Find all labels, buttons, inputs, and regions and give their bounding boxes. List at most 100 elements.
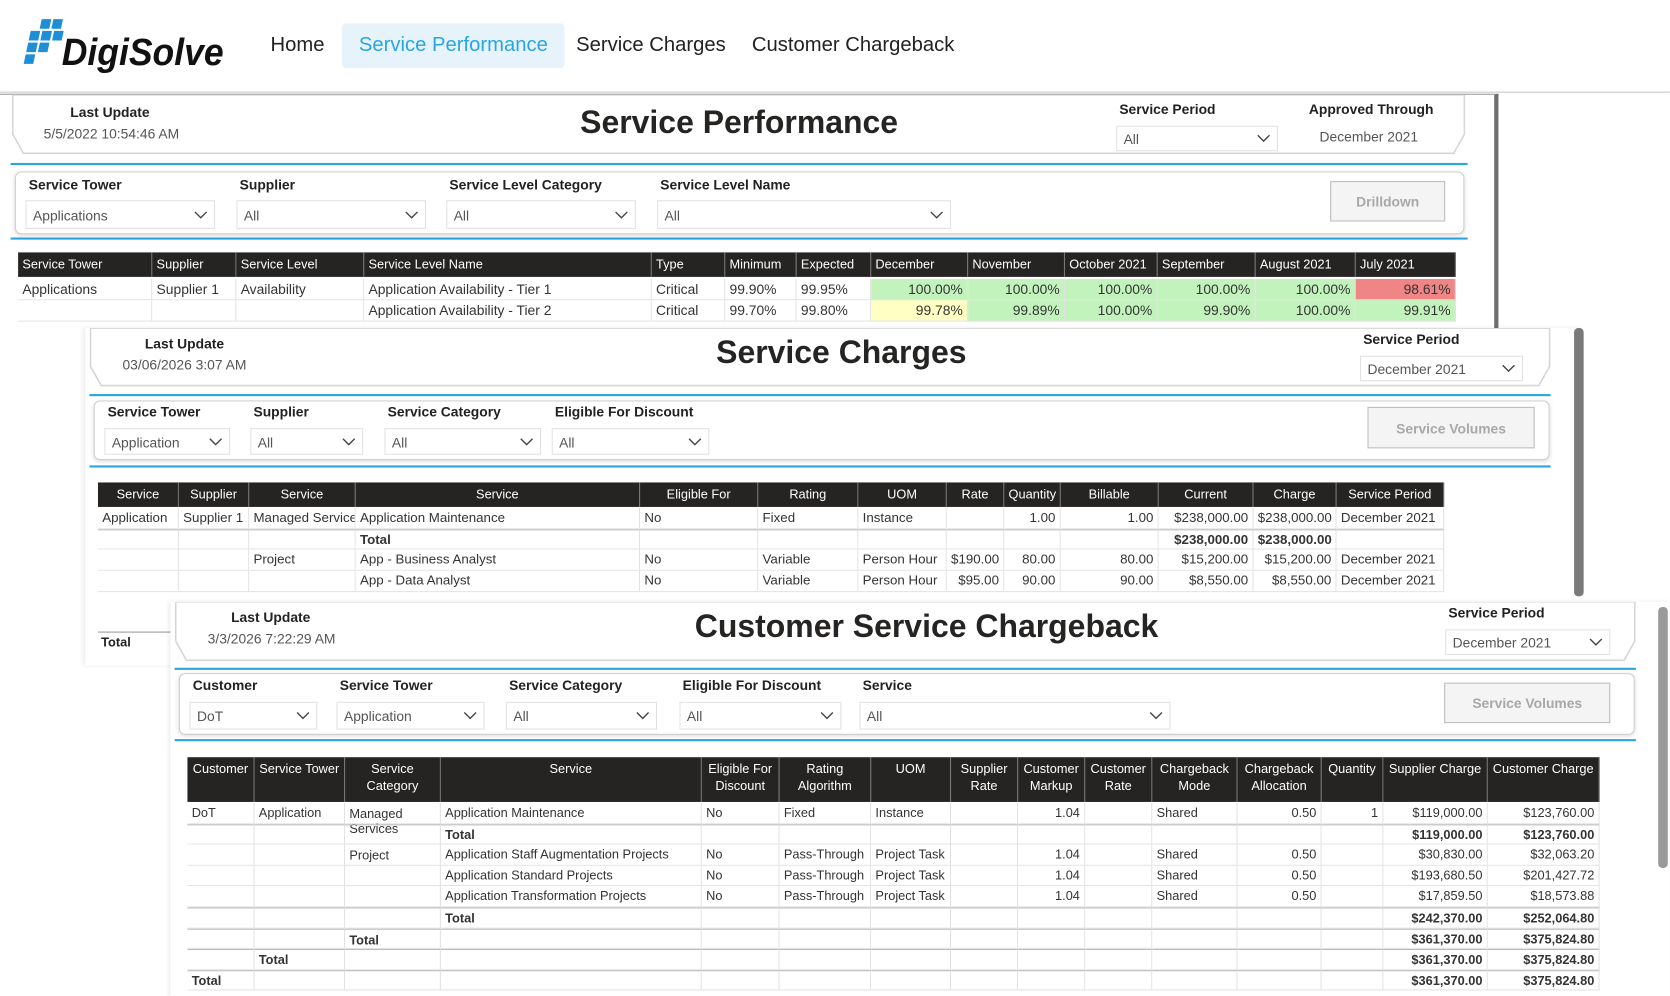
column-header: October 2021 <box>1065 252 1158 277</box>
slicer-dropdown[interactable]: December 2021 <box>1445 629 1611 655</box>
empty-cell <box>946 508 1005 529</box>
table-cell: Variable <box>758 570 859 592</box>
nav-item[interactable]: Service Charges <box>576 34 726 57</box>
empty-cell <box>1321 928 1384 950</box>
empty-cell <box>1321 886 1384 908</box>
filter-label: Service Category <box>387 403 501 420</box>
last-update-value: 3/3/2026 7:22:29 AM <box>207 630 336 647</box>
empty-cell <box>187 907 255 929</box>
filter-dropdown[interactable]: All <box>657 200 952 229</box>
slicer-label: Service Period <box>1119 101 1216 118</box>
filter-dropdown[interactable]: DoT <box>189 701 318 730</box>
banner-shape <box>89 328 1551 387</box>
slicer-value: December 2021 <box>1452 634 1552 651</box>
banner-shape <box>174 601 1636 662</box>
filter-dropdown[interactable]: All <box>236 200 427 229</box>
empty-cell <box>440 949 702 970</box>
slicer-dropdown[interactable]: December 2021 <box>1360 355 1523 382</box>
table-cell: Application Maintenance <box>355 508 641 529</box>
filter-label: Service Level Name <box>660 176 791 193</box>
table-cell: No <box>701 844 780 866</box>
table-cell: Application Availability - Tier 1 <box>364 279 652 301</box>
column-header: Rating Algorithm <box>779 757 872 802</box>
chevron <box>1589 638 1603 646</box>
table-cell: $238,000.00 <box>1158 528 1254 550</box>
action-button[interactable]: Service Volumes <box>1444 682 1611 724</box>
table-cell: $238,000.00 <box>1253 528 1337 550</box>
scrollbar[interactable] <box>1574 328 1584 597</box>
nav-item[interactable]: Home <box>270 34 325 57</box>
empty-cell <box>152 300 237 322</box>
empty-cell <box>951 823 1019 845</box>
slicer-label: Service Period <box>1363 331 1460 348</box>
empty-cell <box>1085 865 1153 887</box>
empty-cell <box>1085 969 1153 991</box>
nav-item[interactable]: Customer Chargeback <box>751 34 955 57</box>
table-cell: Pass-Through <box>779 844 872 866</box>
empty-cell <box>1237 949 1322 970</box>
table-cell: 100.00% <box>871 279 969 301</box>
empty-cell <box>1152 823 1238 845</box>
table-cell: Managed Services <box>345 803 441 836</box>
filter-dropdown[interactable]: Application <box>104 428 231 455</box>
table-cell: $119,000.00 <box>1383 803 1488 824</box>
filter-dropdown[interactable]: All <box>250 428 364 455</box>
empty-cell <box>1004 528 1061 550</box>
column-header: Customer Charge <box>1487 757 1600 802</box>
filter-value: All <box>686 708 703 725</box>
filter-dropdown[interactable]: All <box>384 428 542 455</box>
column-header: Billable Quantity <box>1060 482 1159 507</box>
empty-cell <box>249 528 356 550</box>
empty-cell <box>1321 865 1384 887</box>
table-cell: $32,063.20 <box>1487 844 1600 866</box>
table-cell: No <box>701 803 780 824</box>
column-header: UOM <box>871 757 952 802</box>
empty-cell <box>254 928 346 950</box>
empty-cell <box>951 886 1019 908</box>
chevron <box>1149 711 1163 720</box>
column-header: Chargeback Allocation <box>1237 757 1322 802</box>
filter-dropdown[interactable]: All <box>446 200 636 229</box>
header-banner <box>11 94 1466 155</box>
empty-cell <box>1085 844 1153 866</box>
slicer-dropdown[interactable]: All <box>1116 125 1279 152</box>
logo-text: DigiSolve <box>62 31 224 74</box>
table-cell: 1.04 <box>1018 803 1086 824</box>
filter-label: Customer <box>192 677 258 694</box>
filter-value: All <box>513 708 529 725</box>
chevron <box>194 210 208 219</box>
last-update-value: 5/5/2022 10:54:46 AM <box>43 125 180 142</box>
empty-cell <box>779 907 872 929</box>
filter-value: Application <box>343 708 412 725</box>
nav-item[interactable]: Service Performance <box>341 23 565 69</box>
table-cell: 1 <box>1321 803 1384 824</box>
table-cell: 100.00% <box>1255 300 1356 322</box>
empty-cell <box>18 300 153 322</box>
column-header: Customer Markup <box>1018 757 1086 802</box>
filter-dropdown[interactable]: All <box>679 701 842 730</box>
table-cell: Application Staff Augmentation Projects <box>440 844 702 866</box>
chevron <box>209 437 223 446</box>
filter-dropdown[interactable]: All <box>551 428 710 455</box>
scrollbar[interactable] <box>1658 607 1668 868</box>
last-update-value: 03/06/2026 3:07 AM <box>122 356 247 373</box>
empty-cell <box>758 528 859 550</box>
empty-cell <box>779 969 872 991</box>
empty-cell <box>254 907 346 929</box>
filter-label: Service Tower <box>339 677 433 694</box>
table-cell: 0.50 <box>1237 803 1322 824</box>
empty-cell <box>187 844 255 866</box>
table-cell: $17,859.50 <box>1383 886 1488 908</box>
table-cell: $123,760.00 <box>1487 803 1600 824</box>
action-button[interactable]: Drilldown <box>1330 181 1446 222</box>
action-button[interactable]: Service Volumes <box>1367 406 1535 449</box>
column-header: Rating Algorithm <box>758 482 859 507</box>
filter-dropdown[interactable]: All <box>505 701 658 730</box>
filter-dropdown[interactable]: All <box>859 701 1171 730</box>
filter-dropdown[interactable]: Applications <box>25 200 216 229</box>
table-cell: Application Availability - Tier 2 <box>364 300 652 322</box>
column-header: Service Tower <box>254 757 346 802</box>
table-cell: Pass-Through <box>779 865 872 887</box>
table-cell: No <box>640 549 759 571</box>
filter-dropdown[interactable]: Application <box>336 701 485 730</box>
